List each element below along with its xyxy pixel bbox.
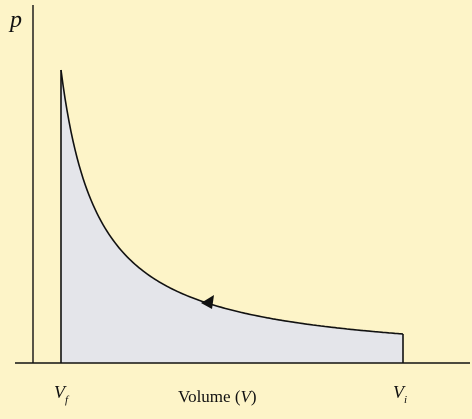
y-axis-label: p	[8, 7, 22, 33]
vf-label: Vf	[54, 382, 70, 406]
x-label-text: )	[251, 387, 257, 406]
vi-label: Vi	[393, 382, 407, 406]
work-area	[61, 70, 403, 363]
vi-subscript: i	[404, 394, 407, 406]
vi-symbol: V	[393, 382, 406, 402]
vf-subscript: f	[65, 394, 70, 406]
x-axis-label: Volume (V)	[178, 387, 257, 406]
process-curve	[60, 69, 404, 335]
vf-symbol: V	[54, 382, 67, 402]
x-label-symbol: V	[241, 387, 254, 406]
x-label-text: Volume (	[178, 387, 241, 406]
direction-arrow	[201, 295, 214, 309]
